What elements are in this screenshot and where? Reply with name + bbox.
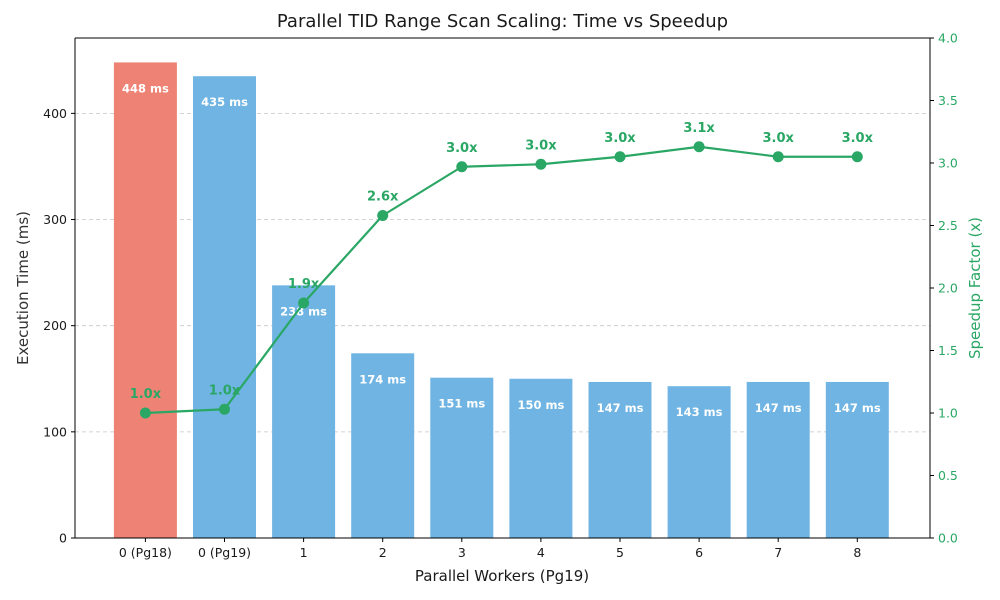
y-tick-label: 0 [59, 531, 67, 546]
y-tick-label: 200 [43, 318, 67, 333]
speedup-line-layer: 1.0x 1.0x 1.9x 2.6x 3.0x 3.0x 3.0x 3.1x 3.0x 3.0x [130, 121, 874, 419]
speedup-value-label: 1.0x [209, 383, 241, 398]
bar-value-label: 435 ms [201, 95, 248, 109]
bar [113, 62, 177, 538]
bar-value-label: 238 ms [280, 304, 327, 318]
speedup-point [377, 210, 389, 221]
speedup-value-label: 3.0x [446, 141, 478, 156]
bar-value-label: 151 ms [438, 397, 485, 411]
bar [351, 353, 415, 538]
chart-title: Parallel TID Range Scan Scaling: Time vs… [276, 11, 729, 32]
y-tick-label: 400 [43, 106, 67, 121]
y2-tick-label: 4.0 [938, 31, 958, 46]
bar [746, 381, 810, 538]
x-tick-label: 0 (Pg18) [119, 545, 172, 560]
speedup-point [851, 151, 863, 163]
y2-tick-label: 1.5 [938, 343, 958, 358]
y2-tick-label: 3.0 [938, 156, 958, 171]
x-tick-label: 8 [853, 545, 861, 560]
x-tick-label: 1 [300, 545, 308, 560]
bar-value-label: 143 ms [676, 405, 723, 419]
bar-labels: 448 ms 435 ms 238 ms 174 ms 151 ms 150 ms 147 … [122, 81, 881, 419]
speedup-value-label: 3.0x [762, 131, 794, 146]
bars [113, 62, 889, 539]
bar [667, 386, 731, 538]
y2-tick-label: 1.0 [938, 406, 958, 421]
bar-value-label: 147 ms [755, 401, 802, 415]
y-axis-label: Execution Time (ms) [14, 211, 32, 365]
speedup-line [145, 145, 858, 415]
bar-value-label: 174 ms [359, 372, 406, 386]
speedup-point [772, 151, 784, 163]
speedup-value-label: 3.1x [683, 121, 715, 136]
y2-tick-label: 3.5 [938, 93, 958, 108]
y2-tick-label: 2.5 [938, 218, 958, 233]
speedup-value-label: 1.0x [130, 387, 162, 402]
y2-tick-label: 0.0 [938, 531, 958, 546]
x-tick-label: 6 [695, 545, 703, 560]
x-tick-label: 7 [774, 545, 782, 560]
bar [193, 76, 256, 539]
x-axis-label: Parallel Workers (Pg19) [415, 567, 589, 585]
speedup-value-label: 3.0x [604, 131, 636, 146]
x-tick-label: 4 [537, 545, 545, 560]
y-tick-label: 100 [43, 424, 67, 439]
bar [825, 381, 889, 538]
x-tick-label: 2 [379, 545, 387, 560]
bar-value-label: 150 ms [517, 398, 564, 412]
bar [588, 381, 652, 538]
y2-tick-label: 0.5 [938, 468, 958, 483]
bar [509, 378, 573, 538]
speedup-value-label: 3.0x [842, 131, 874, 146]
speedup-value-label: 2.6x [367, 190, 399, 205]
speedup-point [535, 158, 547, 170]
bar [272, 285, 336, 538]
bar-value-label: 147 ms [597, 401, 644, 415]
speedup-point [298, 297, 310, 309]
speedup-value-label: 3.0x [525, 138, 557, 153]
bar-value-label: 448 ms [122, 81, 169, 95]
x-tick-label: 3 [458, 545, 466, 560]
ticks: 0 100 200 300 400 0.0 0.5 1.0 1.5 2.0 2.5 3.0 3.5 4.0… [43, 31, 958, 561]
bar-value-label: 147 ms [834, 401, 881, 415]
y-tick-label: 300 [43, 212, 67, 227]
speedup-point [693, 141, 705, 153]
speedup-value-label: 1.9x [288, 277, 320, 292]
x-tick-label: 0 (Pg19) [198, 545, 251, 560]
speedup-point [456, 161, 468, 173]
x-tick-label: 5 [616, 545, 624, 560]
bar [430, 377, 494, 538]
y2-tick-label: 2.0 [938, 281, 958, 296]
speedup-point [219, 403, 230, 415]
speedup-point [614, 151, 626, 163]
speedup-point [139, 407, 151, 419]
y2-axis-label: Speedup Factor (x) [966, 217, 984, 359]
